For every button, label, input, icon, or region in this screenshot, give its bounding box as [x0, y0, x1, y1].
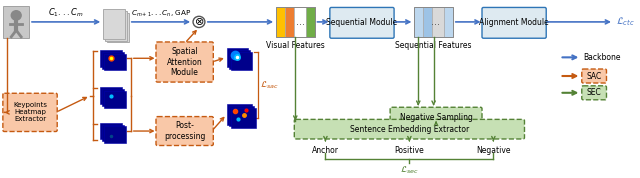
- FancyBboxPatch shape: [102, 125, 124, 141]
- Text: ...: ...: [296, 17, 305, 27]
- FancyBboxPatch shape: [228, 106, 254, 126]
- FancyBboxPatch shape: [104, 126, 126, 143]
- Text: Sequential Module: Sequential Module: [326, 18, 397, 27]
- Bar: [276, 7, 285, 37]
- Bar: [285, 7, 294, 37]
- Bar: [414, 7, 423, 37]
- Bar: [306, 7, 314, 37]
- Text: Post-
processing: Post- processing: [164, 121, 205, 141]
- FancyBboxPatch shape: [156, 42, 213, 82]
- Text: Sequential Features: Sequential Features: [396, 41, 472, 49]
- FancyBboxPatch shape: [582, 69, 607, 83]
- FancyBboxPatch shape: [227, 48, 248, 67]
- FancyBboxPatch shape: [3, 6, 29, 38]
- Text: Visual Features: Visual Features: [266, 41, 324, 49]
- FancyBboxPatch shape: [103, 9, 125, 39]
- Circle shape: [12, 11, 21, 20]
- FancyBboxPatch shape: [156, 117, 213, 145]
- FancyBboxPatch shape: [227, 104, 252, 125]
- Text: ...: ...: [431, 17, 440, 27]
- Text: Negative Sampling: Negative Sampling: [399, 112, 472, 122]
- FancyBboxPatch shape: [102, 52, 124, 69]
- FancyBboxPatch shape: [107, 13, 129, 42]
- FancyBboxPatch shape: [105, 11, 127, 41]
- FancyBboxPatch shape: [390, 107, 482, 127]
- Text: $\otimes$: $\otimes$: [194, 16, 204, 27]
- FancyBboxPatch shape: [100, 123, 122, 139]
- Text: Alignment Module: Alignment Module: [479, 18, 549, 27]
- Text: SEC: SEC: [587, 88, 602, 97]
- Bar: [423, 7, 432, 37]
- FancyBboxPatch shape: [3, 93, 57, 132]
- Bar: [444, 7, 453, 37]
- Text: Backbone: Backbone: [583, 53, 621, 62]
- FancyBboxPatch shape: [482, 7, 546, 38]
- FancyBboxPatch shape: [230, 52, 252, 70]
- FancyBboxPatch shape: [100, 50, 122, 67]
- Text: Spatial
Attention
Module: Spatial Attention Module: [167, 47, 202, 77]
- FancyBboxPatch shape: [102, 89, 124, 106]
- Text: Sentence Embedding Extractor: Sentence Embedding Extractor: [350, 125, 469, 134]
- Text: $\mathcal{L}_{sec}$: $\mathcal{L}_{sec}$: [400, 165, 419, 176]
- FancyBboxPatch shape: [100, 87, 122, 104]
- Text: $\mathcal{L}_{ctc}$: $\mathcal{L}_{ctc}$: [616, 15, 635, 28]
- Text: Keypoints
Heatmap
Extractor: Keypoints Heatmap Extractor: [13, 102, 47, 122]
- FancyBboxPatch shape: [104, 54, 126, 70]
- Text: $C_1...C_m$: $C_1...C_m$: [48, 7, 84, 19]
- Circle shape: [193, 16, 205, 28]
- FancyBboxPatch shape: [330, 7, 394, 38]
- FancyBboxPatch shape: [294, 119, 525, 139]
- FancyBboxPatch shape: [582, 86, 607, 100]
- FancyBboxPatch shape: [228, 50, 250, 69]
- Text: $C_{m+1}...C_n$, GAP: $C_{m+1}...C_n$, GAP: [131, 9, 191, 19]
- Text: Negative: Negative: [476, 146, 511, 155]
- Text: SAC: SAC: [586, 72, 602, 80]
- Bar: [294, 7, 306, 37]
- Bar: [432, 7, 444, 37]
- FancyBboxPatch shape: [230, 108, 256, 128]
- Text: Anchor: Anchor: [312, 146, 339, 155]
- Text: Positive: Positive: [394, 146, 424, 155]
- Text: $\mathcal{L}_{sac}$: $\mathcal{L}_{sac}$: [260, 79, 279, 91]
- FancyBboxPatch shape: [104, 91, 126, 108]
